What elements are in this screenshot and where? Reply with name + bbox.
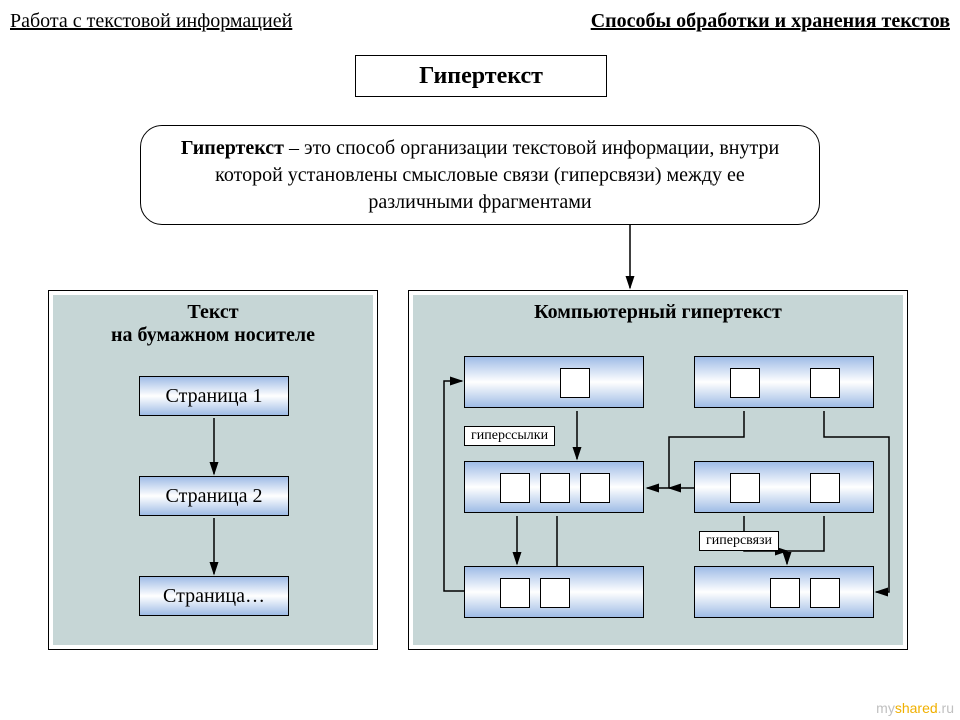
hypertext-card-1 [464, 356, 644, 408]
hypertext-card-5 [464, 566, 644, 618]
link-anchor [810, 368, 840, 398]
hypertext-panel: Компьютерный гипертекст гиперссылки гипе… [408, 290, 908, 650]
page-arrows [49, 291, 379, 651]
link-anchor [500, 578, 530, 608]
link-anchor [560, 368, 590, 398]
link-anchor [540, 473, 570, 503]
link-anchor [730, 368, 760, 398]
hypertext-card-3 [464, 461, 644, 513]
link-anchor [730, 473, 760, 503]
slide: Работа с текстовой информацией Способы о… [0, 0, 960, 720]
watermark: myshared.ru [876, 700, 954, 716]
hypertext-card-2 [694, 356, 874, 408]
hypertext-card-6 [694, 566, 874, 618]
hyperbonds-label: гиперсвязи [699, 531, 779, 551]
paper-text-panel: Текстна бумажном носителе Страница 1Стра… [48, 290, 378, 650]
hypertext-card-4 [694, 461, 874, 513]
link-anchor [810, 578, 840, 608]
link-anchor [770, 578, 800, 608]
link-anchor [500, 473, 530, 503]
link-anchor [580, 473, 610, 503]
link-anchor [540, 578, 570, 608]
hyperlinks-label: гиперссылки [464, 426, 555, 446]
link-anchor [810, 473, 840, 503]
